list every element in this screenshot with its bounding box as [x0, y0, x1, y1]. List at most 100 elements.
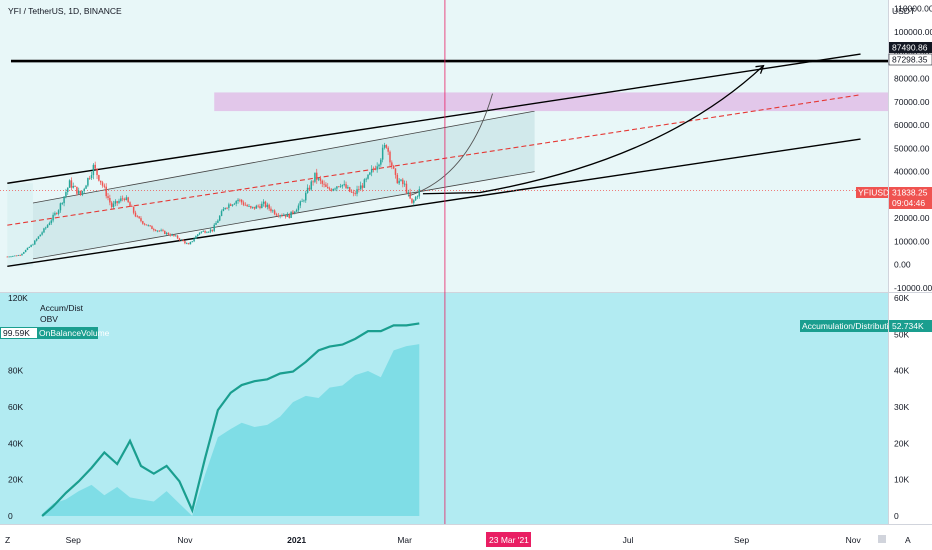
candle-2020-09-14[interactable] [96, 168, 98, 180]
candle-2020-07-29[interactable] [10, 256, 12, 258]
candle-2020-09-18[interactable] [103, 183, 106, 189]
candle-2021-01-27[interactable] [343, 180, 345, 187]
candle-2020-12-11[interactable] [257, 204, 259, 208]
candle-2021-01-04[interactable] [301, 198, 303, 202]
candle-2021-02-06[interactable] [361, 182, 364, 192]
candle-2020-09-23[interactable] [112, 200, 115, 209]
candle-2020-12-09[interactable] [253, 206, 256, 210]
candle-2021-01-11[interactable] [314, 172, 316, 184]
indicator-series[interactable] [41, 322, 420, 517]
candle-2020-11-30[interactable] [237, 198, 239, 204]
candle-2021-02-22[interactable] [391, 160, 393, 170]
candle-2021-03-08[interactable] [416, 195, 419, 200]
candle-2020-11-25[interactable] [228, 202, 230, 211]
candle-2020-10-26[interactable] [173, 234, 175, 237]
candle-2020-10-29[interactable] [178, 237, 181, 242]
candle-2020-12-10[interactable] [255, 204, 258, 209]
candle-2020-12-17[interactable] [268, 203, 270, 211]
candle-2021-01-20[interactable] [330, 188, 333, 192]
candle-2021-01-22[interactable] [334, 187, 336, 191]
candle-2021-02-24[interactable] [394, 168, 397, 179]
candle-2021-03-01[interactable] [403, 180, 406, 187]
channel-outer-lower[interactable] [7, 138, 861, 268]
candle-2020-10-16[interactable] [154, 229, 157, 232]
candle-2020-09-24[interactable] [114, 199, 117, 207]
candle-2020-12-25[interactable] [283, 213, 285, 217]
accum-dist-area[interactable] [42, 344, 420, 516]
projection-curve-long[interactable] [422, 65, 764, 195]
candle-2020-10-02[interactable] [129, 201, 131, 207]
candle-2020-08-24[interactable] [57, 209, 60, 216]
candle-2021-03-09[interactable] [418, 186, 421, 199]
candle-2020-09-09[interactable] [87, 177, 89, 188]
drawing-tools-layer[interactable] [0, 53, 888, 268]
candle-2020-10-21[interactable] [164, 230, 166, 235]
candle-2020-10-24[interactable] [169, 233, 172, 237]
candle-2020-12-27[interactable] [286, 212, 289, 217]
candle-2021-02-13[interactable] [374, 165, 377, 171]
candle-2020-11-12[interactable] [204, 230, 206, 234]
candle-2021-01-31[interactable] [350, 189, 353, 194]
candle-2020-10-28[interactable] [176, 234, 179, 240]
candle-2021-02-02[interactable] [354, 190, 356, 196]
candle-2020-12-31[interactable] [294, 211, 296, 215]
candle-2020-10-17[interactable] [156, 230, 159, 233]
candle-2020-08-07[interactable] [26, 247, 29, 251]
candle-2020-09-28[interactable] [121, 195, 124, 202]
candle-2020-08-11[interactable] [34, 240, 36, 245]
candle-2020-12-28[interactable] [288, 213, 291, 219]
candle-2021-02-09[interactable] [367, 174, 369, 180]
candle-2021-01-12[interactable] [316, 168, 318, 184]
candle-2021-01-30[interactable] [348, 186, 351, 193]
candle-2020-08-14[interactable] [39, 234, 42, 237]
candle-2021-01-23[interactable] [336, 185, 338, 192]
candle-2021-01-25[interactable] [339, 183, 342, 188]
candle-2020-09-27[interactable] [120, 195, 122, 203]
candle-2020-11-13[interactable] [206, 231, 208, 234]
candle-2020-08-05[interactable] [23, 251, 25, 255]
candle-2020-12-22[interactable] [277, 212, 280, 218]
candle-2021-01-08[interactable] [308, 185, 311, 191]
candle-2021-02-19[interactable] [385, 144, 388, 149]
candle-2020-12-01[interactable] [239, 198, 241, 203]
candle-2021-02-16[interactable] [380, 157, 382, 167]
candle-2021-01-21[interactable] [332, 188, 334, 192]
candle-2021-02-07[interactable] [363, 178, 366, 189]
candle-2020-12-26[interactable] [284, 215, 287, 219]
candle-2021-02-12[interactable] [372, 166, 375, 173]
candle-2020-08-17[interactable] [45, 226, 47, 230]
candle-2020-11-27[interactable] [231, 204, 234, 207]
candle-2020-12-29[interactable] [290, 211, 292, 219]
candle-2020-10-14[interactable] [151, 225, 153, 230]
candle-2020-09-08[interactable] [85, 184, 87, 189]
projection-curve-short[interactable] [408, 93, 493, 197]
candle-2020-11-24[interactable] [226, 207, 228, 210]
candle-2021-03-07[interactable] [414, 195, 417, 201]
candle-2020-12-16[interactable] [266, 202, 269, 210]
candle-2020-11-05[interactable] [191, 241, 193, 243]
candle-2020-08-01[interactable] [15, 255, 18, 257]
candle-2020-08-15[interactable] [41, 231, 43, 236]
candle-2020-12-05[interactable] [246, 203, 248, 207]
candle-2020-10-15[interactable] [153, 227, 155, 232]
candle-2021-01-24[interactable] [337, 186, 340, 188]
candle-2020-08-26[interactable] [61, 202, 64, 206]
settings-icon[interactable] [878, 535, 886, 543]
candle-2021-02-26[interactable] [398, 178, 400, 186]
candle-2020-09-26[interactable] [118, 198, 120, 205]
candle-2021-01-16[interactable] [323, 180, 325, 188]
candle-2020-09-30[interactable] [125, 195, 128, 201]
candle-2021-02-21[interactable] [389, 150, 391, 168]
candle-2020-08-12[interactable] [35, 238, 38, 242]
candle-2021-02-01[interactable] [352, 189, 355, 197]
candle-2020-08-06[interactable] [24, 249, 27, 253]
candle-2020-08-23[interactable] [56, 212, 58, 215]
candle-2020-12-24[interactable] [281, 213, 283, 218]
candle-2020-10-04[interactable] [132, 206, 135, 215]
candle-2020-10-18[interactable] [158, 230, 161, 232]
candle-2021-01-01[interactable] [295, 208, 298, 212]
candle-2020-12-30[interactable] [292, 210, 294, 215]
candle-2020-10-20[interactable] [162, 228, 164, 232]
candle-2020-11-26[interactable] [229, 203, 232, 207]
